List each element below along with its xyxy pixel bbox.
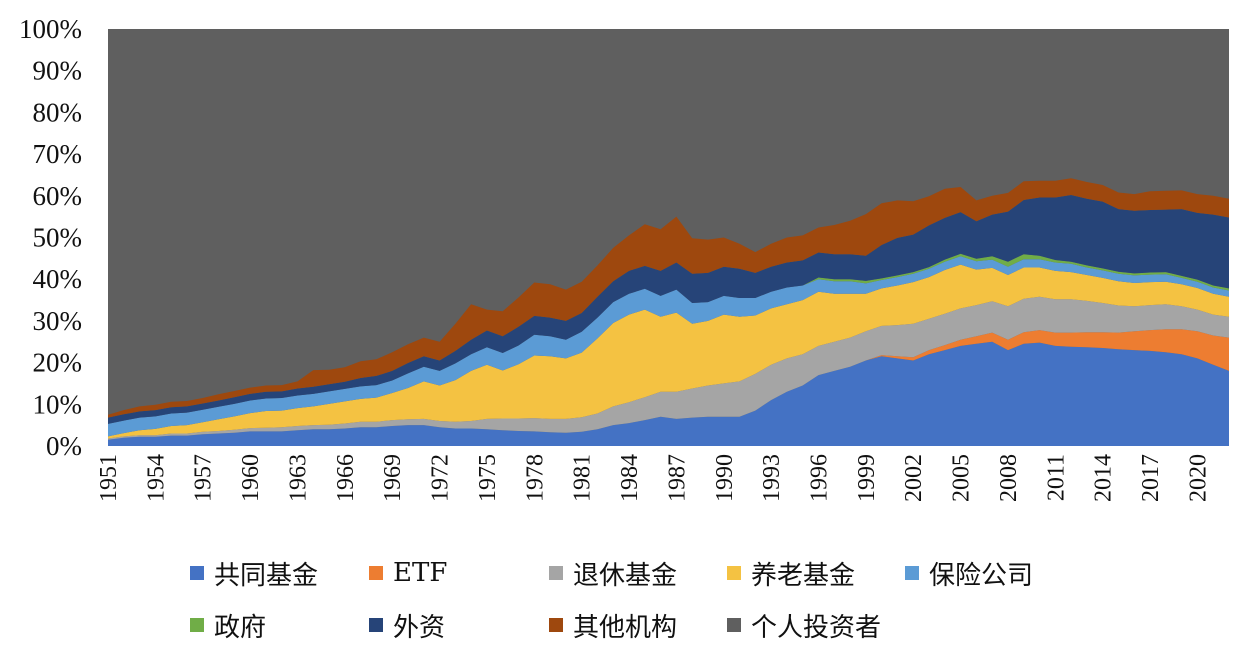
legend-swatch [190, 618, 204, 632]
x-tick-label: 1954 [143, 454, 169, 502]
legend-label: 养老基金 [751, 560, 856, 591]
x-tick-label: 1957 [191, 454, 217, 502]
legend-label: ETF [393, 558, 448, 588]
x-tick-label: 1987 [664, 454, 690, 502]
legend-swatch [369, 566, 383, 580]
x-tick-label: 1969 [380, 454, 406, 502]
area-共同基金 [108, 341, 1229, 446]
area-外资 [108, 195, 1229, 424]
x-tick-label: 1996 [807, 454, 833, 502]
legend-swatch [190, 566, 204, 580]
legend-swatch [727, 566, 741, 580]
legend-swatch [369, 618, 383, 632]
y-tick-label: 0% [46, 431, 82, 461]
legend-item: 共同基金 [190, 555, 318, 591]
x-tick-label: 1990 [712, 454, 738, 502]
area-其他机构 [108, 178, 1229, 418]
legend-item: 外资 [369, 607, 445, 643]
x-tick-label: 1951 [96, 454, 122, 502]
x-tick-label: 1984 [617, 454, 643, 502]
legend-item: 退休基金 [549, 555, 677, 591]
x-tick-label: 1978 [522, 454, 548, 502]
legend: 共同基金 ETF 退休基金 养老基金 保险公司政府 外资 其他机构 个人投资者 [0, 555, 1239, 655]
area-退休基金 [108, 296, 1229, 440]
area-ETF [108, 329, 1229, 440]
y-tick-label: 90% [33, 56, 83, 86]
y-tick-label: 30% [33, 306, 83, 336]
legend-label: 个人投资者 [751, 612, 882, 643]
y-tick-label: 60% [33, 181, 83, 211]
x-tick-label: 2011 [1043, 454, 1069, 501]
legend-label: 退休基金 [573, 560, 678, 591]
y-tick-label: 20% [33, 348, 83, 378]
x-tick-label: 1993 [759, 454, 785, 502]
y-tick-label: 70% [33, 139, 83, 169]
legend-item: 个人投资者 [727, 607, 881, 643]
y-tick-label: 50% [33, 223, 83, 253]
x-tick-label: 2005 [949, 454, 975, 502]
x-axis: 1951 1954 1957 1960 1963 1966 1969 1972 1975 1978… [96, 454, 1211, 502]
legend-item: 保险公司 [905, 555, 1033, 591]
legend-label: 政府 [214, 612, 267, 643]
legend-swatch [549, 566, 563, 580]
x-tick-label: 2002 [901, 454, 927, 502]
x-tick-label: 1963 [286, 454, 312, 502]
legend-item: 养老基金 [727, 555, 855, 591]
x-tick-label: 1972 [428, 454, 454, 502]
legend-swatch [905, 566, 919, 580]
legend-label: 外资 [393, 612, 446, 643]
x-tick-label: 2017 [1138, 454, 1164, 502]
x-tick-label: 1975 [475, 454, 501, 502]
area-series-group [108, 29, 1229, 446]
x-tick-label: 1999 [854, 454, 880, 502]
x-tick-label: 1981 [570, 454, 596, 502]
legend-item: 其他机构 [549, 607, 677, 643]
legend-swatch [549, 618, 563, 632]
chart: 0%10%20%30%40%50%60%70%80%90%100% 1951 19… [19, 14, 1229, 502]
y-tick-label: 80% [33, 97, 83, 127]
area-养老基金 [108, 264, 1229, 439]
x-tick-label: 1966 [333, 454, 359, 502]
y-tick-label: 40% [33, 264, 83, 294]
y-tick-label: 10% [33, 389, 83, 419]
x-tick-label: 2014 [1091, 454, 1117, 502]
x-tick-label: 2020 [1185, 454, 1211, 502]
area-保险公司 [108, 256, 1229, 437]
legend-label: 共同基金 [214, 560, 319, 591]
legend-item: ETF [369, 555, 447, 591]
x-tick-label: 1960 [238, 454, 264, 502]
legend-swatch [727, 618, 741, 632]
legend-item: 政府 [190, 607, 266, 643]
y-axis: 0% 10% 20% 30% 40% 50% 60% 70% 80% 90% 100% [19, 14, 82, 461]
legend-label: 保险公司 [929, 560, 1034, 591]
x-tick-label: 2008 [996, 454, 1022, 502]
legend-label: 其他机构 [573, 612, 678, 643]
y-tick-label: 100% [19, 14, 82, 44]
